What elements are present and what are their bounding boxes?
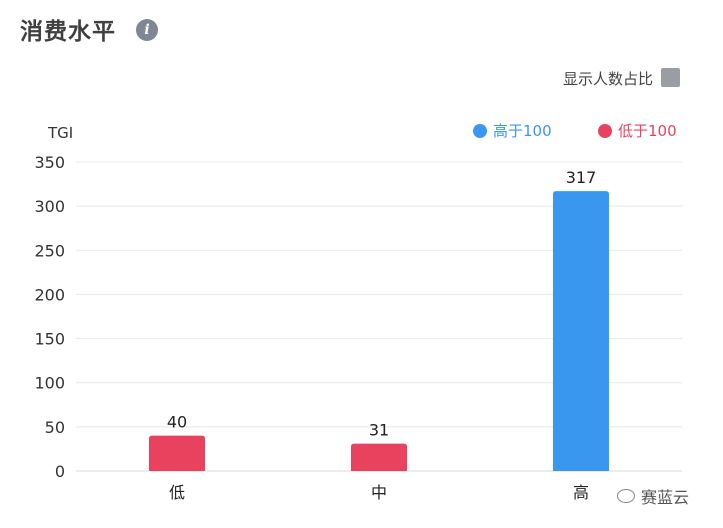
y-tick-label: 250 [34,241,65,260]
legend-dot-low [598,123,612,138]
x-tick-label: 中 [371,483,387,502]
legend-label-low: 低于100 [618,122,677,140]
y-tick-label: 150 [34,330,65,349]
x-tick-label: 高 [573,483,589,502]
show-percentage-checkbox[interactable] [661,68,680,87]
legend-item-low[interactable]: 低于100 [598,120,677,141]
y-tick-label: 300 [34,197,65,216]
watermark: 赛蓝云 [617,484,689,508]
legend-item-high[interactable]: 高于100 [473,120,552,141]
watermark-text: 赛蓝云 [641,488,690,507]
y-tick-label: 200 [34,285,65,304]
bar-value-label: 31 [369,421,389,440]
show-percentage-label: 显示人数占比 [562,70,653,88]
page-title: 消费水平 [20,19,116,45]
legend-label-high: 高于100 [493,122,552,140]
y-tick-label: 100 [34,374,65,393]
bar [149,435,205,471]
bar-value-label: 317 [566,168,597,187]
y-tick-label: 0 [55,462,65,481]
y-axis-label: TGI [47,124,73,142]
bar-value-label: 40 [167,413,187,432]
legend-dot-high [473,123,487,138]
x-tick-label: 低 [169,483,185,502]
info-icon[interactable]: i [136,19,158,41]
bar [553,191,609,472]
y-tick-label: 350 [34,153,65,172]
y-tick-label: 50 [45,418,65,437]
bar [351,443,407,471]
wechat-icon [617,489,635,503]
